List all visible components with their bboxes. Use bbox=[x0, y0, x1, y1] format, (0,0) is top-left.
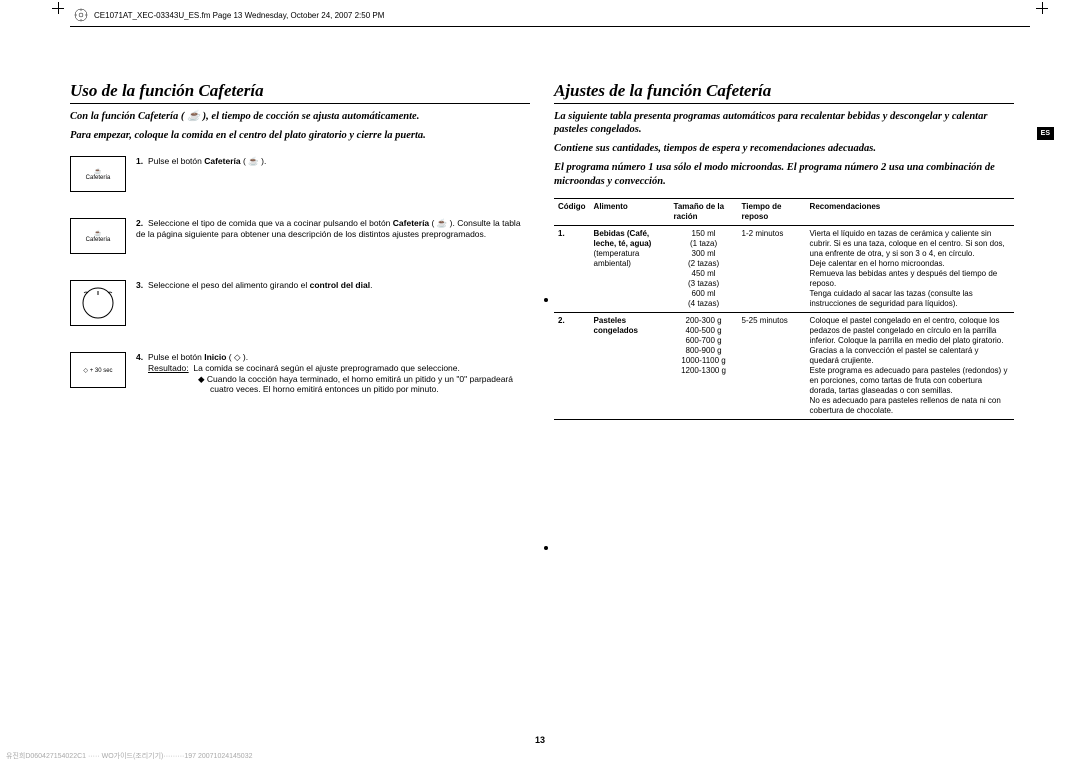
table-row: 2. Pasteles congelados 200-300 g 400-500… bbox=[554, 312, 1014, 419]
th-food: Alimento bbox=[590, 198, 670, 225]
right-column: ES Ajustes de la función Cafetería La si… bbox=[554, 81, 1014, 420]
crop-mark-tl bbox=[52, 2, 64, 14]
cell-food: Pasteles congelados bbox=[590, 312, 670, 419]
th-code: Código bbox=[554, 198, 590, 225]
step-3: 3.Seleccione el peso del alimento girand… bbox=[70, 280, 530, 326]
right-intro-1: La siguiente tabla presenta programas au… bbox=[554, 110, 1014, 136]
cell-code: 1. bbox=[554, 225, 590, 312]
binding-dot bbox=[544, 546, 548, 550]
cell-size: 150 ml (1 taza) 300 ml (2 tazas) 450 ml … bbox=[670, 225, 738, 312]
cell-time: 5-25 minutos bbox=[738, 312, 806, 419]
table-header-row: Código Alimento Tamaño de la ración Tiem… bbox=[554, 198, 1014, 225]
right-intro-3: El programa número 1 usa sólo el modo mi… bbox=[554, 161, 1014, 187]
columns: Uso de la función Cafetería Con la funci… bbox=[70, 81, 1030, 420]
step-4: ◇ + 30 sec 4.Pulse el botón Inicio ( ◇ )… bbox=[70, 352, 530, 395]
step-2: ☕Cafetería 2.Seleccione el tipo de comid… bbox=[70, 218, 530, 254]
document-header: CE1071AT_XEC-03343U_ES.fm Page 13 Wednes… bbox=[70, 6, 1030, 27]
left-title: Uso de la función Cafetería bbox=[70, 81, 530, 104]
cell-time: 1-2 minutos bbox=[738, 225, 806, 312]
step-3-text: 3.Seleccione el peso del alimento girand… bbox=[136, 280, 372, 326]
dial-icon bbox=[70, 280, 126, 326]
right-title: Ajustes de la función Cafetería bbox=[554, 81, 1014, 104]
step-2-text: 2.Seleccione el tipo de comida que va a … bbox=[136, 218, 530, 254]
steps-list: ☕Cafetería 1.Pulse el botón Cafetería ( … bbox=[70, 156, 530, 395]
programs-table: Código Alimento Tamaño de la ración Tiem… bbox=[554, 198, 1014, 420]
cell-size: 200-300 g 400-500 g 600-700 g 800-900 g … bbox=[670, 312, 738, 419]
cafeteria-button-icon: ☕Cafetería bbox=[70, 156, 126, 192]
language-tag: ES bbox=[1037, 127, 1054, 140]
cell-food: Bebidas (Café, leche, té, agua) (tempera… bbox=[590, 225, 670, 312]
cell-rec: Vierta el líquido en tazas de cerámica y… bbox=[806, 225, 1014, 312]
step-1: ☕Cafetería 1.Pulse el botón Cafetería ( … bbox=[70, 156, 530, 192]
crop-mark-tr bbox=[1036, 2, 1048, 14]
binding-dot bbox=[544, 298, 548, 302]
left-column: Uso de la función Cafetería Con la funci… bbox=[70, 81, 530, 420]
page-container: CE1071AT_XEC-03343U_ES.fm Page 13 Wednes… bbox=[70, 6, 1030, 420]
footer-code: 유진희D060427154022C1 ····· WO가이드(조리기기)····… bbox=[6, 751, 253, 761]
th-size: Tamaño de la ración bbox=[670, 198, 738, 225]
table-row: 1. Bebidas (Café, leche, té, agua) (temp… bbox=[554, 225, 1014, 312]
th-time: Tiempo de reposo bbox=[738, 198, 806, 225]
left-intro-2: Para empezar, coloque la comida en el ce… bbox=[70, 129, 530, 142]
step-1-text: 1.Pulse el botón Cafetería ( ☕ ). bbox=[136, 156, 266, 192]
header-text: CE1071AT_XEC-03343U_ES.fm Page 13 Wednes… bbox=[94, 11, 384, 20]
step-4-text: 4.Pulse el botón Inicio ( ◇ ). Resultado… bbox=[136, 352, 530, 395]
th-rec: Recomendaciones bbox=[806, 198, 1014, 225]
page-number: 13 bbox=[535, 735, 545, 745]
cell-code: 2. bbox=[554, 312, 590, 419]
cafeteria-button-icon-2: ☕Cafetería bbox=[70, 218, 126, 254]
cell-rec: Coloque el pastel congelado en el centro… bbox=[806, 312, 1014, 419]
start-button-icon: ◇ + 30 sec bbox=[70, 352, 126, 388]
framemaker-icon bbox=[74, 8, 88, 22]
left-intro-1: Con la función Cafetería ( ☕ ), el tiemp… bbox=[70, 110, 530, 123]
right-intro-2: Contiene sus cantidades, tiempos de espe… bbox=[554, 142, 1014, 155]
